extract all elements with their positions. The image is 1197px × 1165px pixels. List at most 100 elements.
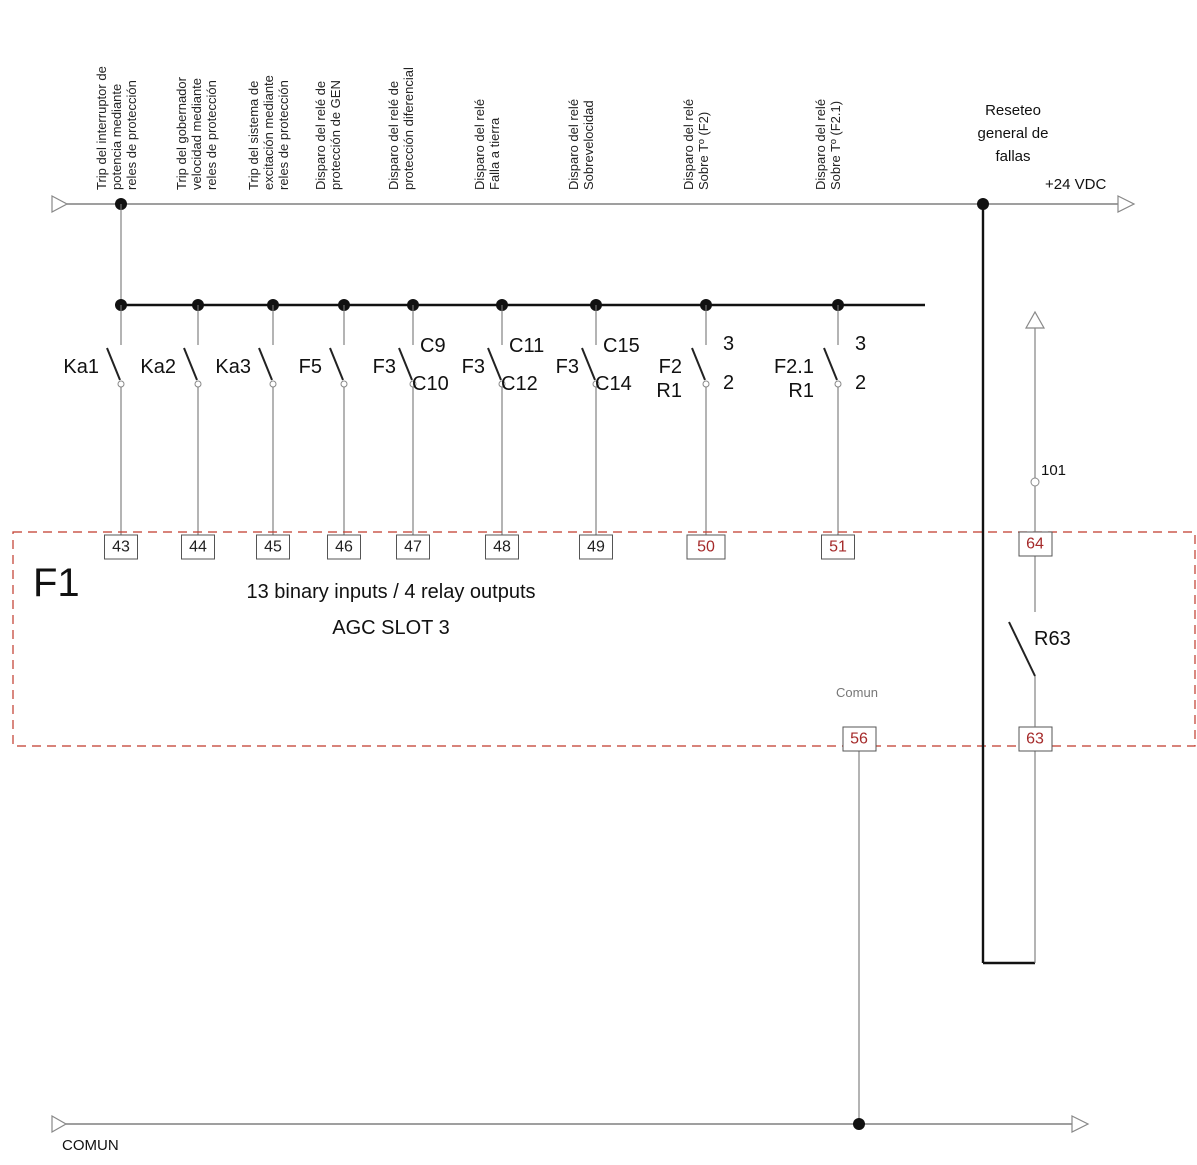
column-47: 47 F3 C9 C10	[373, 299, 449, 560]
column-43: 43 Ka1	[63, 299, 138, 560]
terminal-64	[1018, 531, 1053, 557]
column-label-line: reles de protección	[124, 80, 139, 190]
column-label-43: Trip del interruptor de potencia mediante…	[94, 66, 139, 190]
contact-pin-bottom: C14	[595, 373, 632, 395]
contact-47	[398, 347, 413, 381]
input-columns: 43 Ka1 44 Ka2 45 Ka3 46 F5 47 F3 C9 C10 48 F3 C11 C12 49…	[63, 299, 866, 560]
column-48: 48 F3 C11 C12	[462, 299, 544, 560]
column-label-line: Falla a tierra	[487, 117, 502, 190]
column-45: 45 Ka3	[215, 299, 290, 560]
relay-r63-contact	[1008, 621, 1036, 677]
contact-pin-bottom: 2	[855, 372, 866, 394]
node-101-label: 101	[1041, 462, 1066, 479]
terminal-56-group: 56	[842, 726, 877, 1124]
column-label-line: Sobre Tº (F2)	[696, 112, 711, 190]
terminal-56	[842, 726, 877, 752]
contact-pin-top: 3	[723, 333, 734, 355]
column-label-line: reles de protección	[204, 80, 219, 190]
column-label-line: protección diferencial	[401, 67, 416, 190]
column-label-line: Trip del gobernador	[174, 76, 189, 190]
terminal-label: 44	[189, 539, 207, 556]
column-label-line: Disparo del relé	[566, 99, 581, 190]
column-label-46: Disparo del relé de protección de GEN	[313, 80, 343, 190]
contact-label: F2.1	[774, 356, 814, 378]
comun-node-dot	[853, 1118, 865, 1130]
module-description: 13 binary inputs / 4 relay outputs	[246, 581, 535, 603]
terminal-label: 45	[264, 539, 282, 556]
terminal-51	[821, 534, 855, 560]
contact-label: F5	[299, 356, 322, 378]
terminal-63-label: 63	[1026, 731, 1044, 748]
contact-terminal-dot	[340, 380, 348, 388]
reset-line-2: general de	[978, 125, 1049, 142]
column-label-line: Disparo del relé de	[386, 81, 401, 190]
comun-small-label: Comun	[836, 685, 878, 700]
contact-43	[106, 347, 121, 381]
terminal-50	[686, 534, 726, 560]
column-label-51: Disparo del relé Sobre Tº (F2.1)	[813, 99, 843, 190]
column-label-line: excitación mediante	[261, 75, 276, 190]
column-label-48: Disparo del relé Falla a tierra	[472, 99, 502, 190]
contact-terminal-dot	[269, 380, 277, 388]
column-label-49: Disparo del relé Sobrevelocidad	[566, 99, 596, 190]
column-label-line: potencia mediante	[109, 84, 124, 190]
contact-sub-label: R1	[656, 380, 682, 402]
column-46: 46 F5	[299, 299, 361, 560]
terminal-label: 48	[493, 539, 511, 556]
terminal-64-label: 64	[1026, 536, 1044, 553]
contact-pin-bottom: 2	[723, 372, 734, 394]
contact-pin-top: C9	[420, 335, 446, 357]
terminal-label: 47	[404, 539, 422, 556]
contact-terminal-dot	[834, 380, 842, 388]
column-labels: Trip del interruptor de potencia mediante…	[94, 66, 843, 190]
column-label-line: Disparo del relé	[681, 99, 696, 190]
contact-terminal-dot	[702, 380, 710, 388]
terminal-49	[579, 534, 613, 560]
terminal-47	[396, 534, 430, 560]
column-label-44: Trip del gobernador velocidad mediante rel…	[174, 76, 219, 190]
comun-rail: COMUN	[51, 1114, 1090, 1154]
contact-sub-label: R1	[788, 380, 814, 402]
common-bus	[120, 204, 925, 307]
column-label-line: reles de protección	[276, 80, 291, 190]
contact-51	[823, 347, 838, 381]
module-slot: AGC SLOT 3	[332, 617, 449, 639]
contact-50	[691, 347, 706, 381]
column-label-line: Trip del interruptor de	[94, 66, 109, 190]
reset-label: Reseteo general de fallas	[978, 102, 1049, 165]
terminal-45	[256, 534, 290, 560]
terminal-44	[181, 534, 215, 560]
column-label-line: Disparo del relé de	[313, 81, 328, 190]
comun-label: COMUN	[62, 1137, 119, 1154]
comun-in-arrow-icon	[51, 1114, 68, 1134]
module-name: F1	[33, 561, 80, 605]
contact-45	[258, 347, 273, 381]
terminal-label: 43	[112, 539, 130, 556]
column-label-line: Disparo del relé	[472, 99, 487, 190]
column-label-line: velocidad mediante	[189, 78, 204, 190]
terminal-56-label: 56	[850, 731, 868, 748]
reset-line-3: fallas	[995, 148, 1030, 165]
column-label-line: protección de GEN	[328, 80, 343, 190]
contact-pin-bottom: C10	[412, 373, 449, 395]
contact-label: F3	[462, 356, 485, 378]
rail-out-arrow-icon	[1117, 195, 1136, 213]
contact-49	[581, 347, 596, 381]
column-label-47: Disparo del relé de protección diferencia…	[386, 67, 416, 190]
contact-46	[329, 347, 344, 381]
terminal-46	[327, 534, 361, 560]
rail-in-arrow-icon	[51, 195, 69, 213]
contact-pin-top: 3	[855, 333, 866, 355]
node-101-dot	[1030, 477, 1040, 487]
column-label-line: Sobrevelocidad	[581, 100, 596, 190]
contact-label: F3	[556, 356, 579, 378]
contact-pin-top: C11	[509, 335, 544, 357]
contact-terminal-dot	[194, 380, 202, 388]
comun-out-arrow-icon	[1071, 1115, 1090, 1133]
column-label-line: Disparo del relé	[813, 99, 828, 190]
contact-44	[183, 347, 198, 381]
terminal-48	[485, 534, 519, 560]
column-label-line: Sobre Tº (F2.1)	[828, 101, 843, 190]
terminal-43	[104, 534, 138, 560]
